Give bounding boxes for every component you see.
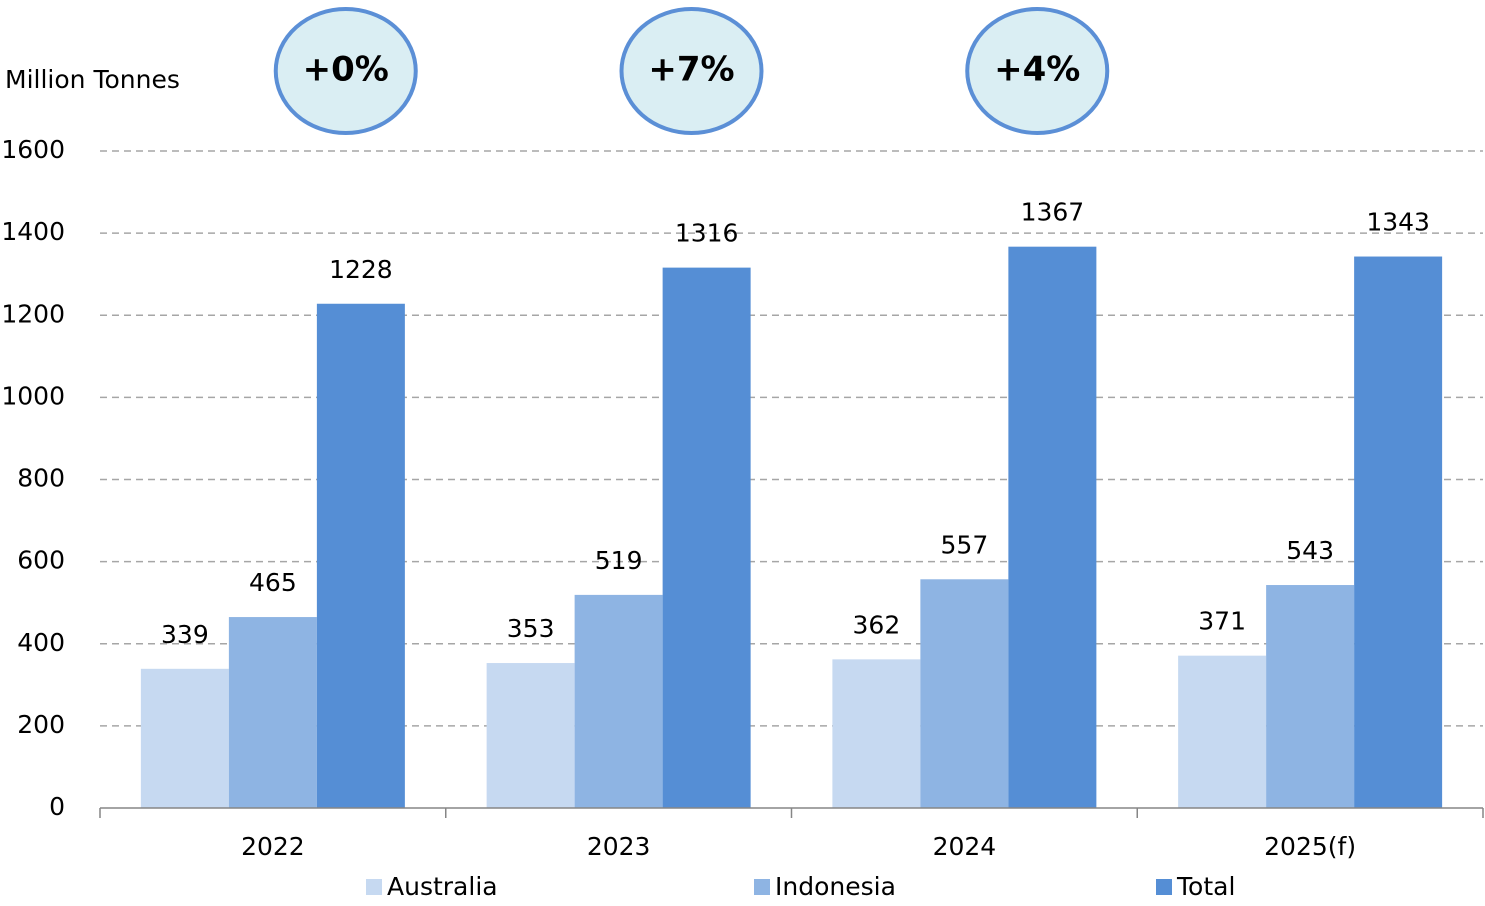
data-label: 1367 [1021,198,1085,227]
bar [1008,246,1097,808]
data-label: 1343 [1366,208,1430,237]
legend-label: Total [1176,872,1235,901]
data-label: 1228 [329,255,393,284]
y-axis-label: Million Tonnes [5,65,180,94]
data-label: 371 [1198,607,1246,636]
bar [140,668,229,808]
annotation: +0% [303,50,389,90]
data-label: 353 [507,614,555,643]
data-label: 465 [249,568,297,597]
legend-label: Indonesia [775,872,896,901]
annotation-circle [619,7,764,135]
y-tick-label: 200 [17,710,65,739]
y-tick-label: 800 [17,464,65,493]
annotation: +7% [648,50,734,90]
y-tick-label: 600 [17,546,65,575]
y-tick-label: 1200 [1,299,65,328]
annotation-circle [965,7,1110,135]
bar [228,617,317,808]
data-label: 519 [595,546,643,575]
x-tick-label: 2023 [587,832,651,861]
bar [486,663,575,808]
data-label: 1316 [675,219,739,248]
annotation-circle [273,7,418,135]
data-label: 339 [161,620,209,649]
y-tick-label: 1600 [1,135,65,164]
bar [662,267,751,808]
y-tick-label: 400 [17,628,65,657]
legend-label: Australia [387,872,498,901]
bar [832,659,921,808]
y-tick-label: 0 [49,792,65,821]
bar [1178,655,1267,808]
x-tick-label: 2024 [933,832,997,861]
x-tick-label: 2025(f) [1264,832,1356,861]
data-label: 362 [853,610,901,639]
annotation: +4% [994,50,1080,90]
bar [316,303,405,808]
data-label: 557 [941,530,989,559]
bar [1266,585,1355,808]
y-tick-label: 1000 [1,381,65,410]
x-tick-label: 2022 [241,832,305,861]
legend-swatch [754,879,770,895]
bar [1354,256,1443,808]
data-label: 543 [1286,536,1334,565]
bar [920,579,1009,808]
legend-swatch [366,879,382,895]
bar [574,594,663,808]
legend-swatch [1156,879,1172,895]
y-tick-label: 1400 [1,217,65,246]
